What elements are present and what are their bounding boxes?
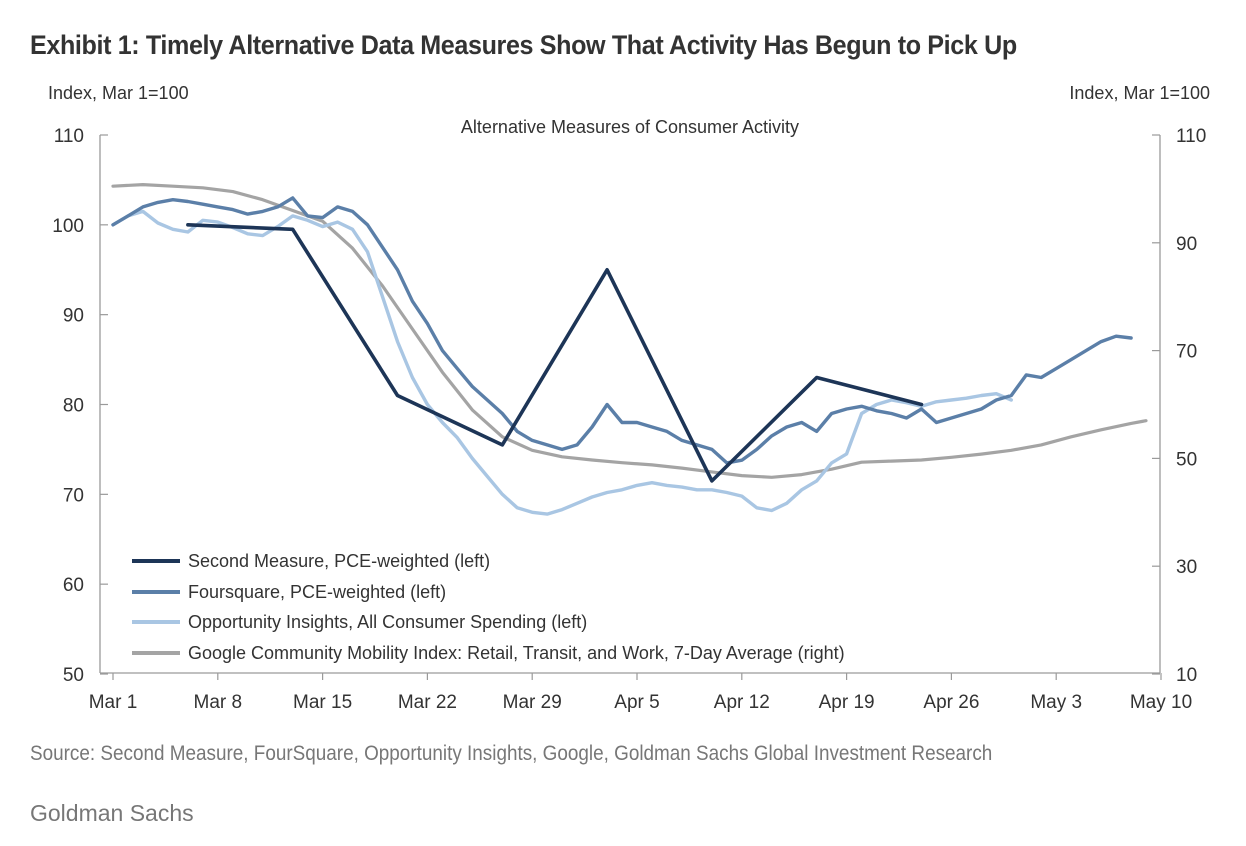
left-tick-label: 100 bbox=[52, 216, 84, 237]
right-tick-label: 110 bbox=[1176, 126, 1206, 147]
series-line-second_measure bbox=[186, 223, 924, 483]
chart-subtitle: Alternative Measures of Consumer Activit… bbox=[461, 117, 799, 137]
legend-label: Google Community Mobility Index: Retail,… bbox=[188, 643, 845, 663]
right-tick-label: 50 bbox=[1176, 449, 1197, 470]
x-tick-label: Mar 22 bbox=[398, 692, 457, 713]
chart-legend: Second Measure, PCE-weighted (left) Fours… bbox=[132, 551, 845, 663]
x-tick-label: Apr 26 bbox=[923, 692, 979, 713]
x-tick-label: Mar 15 bbox=[293, 692, 352, 713]
x-tick-label: Mar 1 bbox=[89, 692, 138, 713]
series-line-foursquare bbox=[111, 196, 1133, 465]
legend-label: Second Measure, PCE-weighted (left) bbox=[188, 551, 490, 571]
right-tick-label: 10 bbox=[1176, 665, 1197, 686]
left-tick-label: 60 bbox=[63, 575, 84, 596]
series-line-google bbox=[111, 183, 1148, 479]
right-tick-label: 30 bbox=[1176, 557, 1197, 578]
right-tick-label: 90 bbox=[1176, 234, 1197, 255]
x-tick-label: Mar 8 bbox=[194, 692, 243, 713]
source-note: Source: Second Measure, FourSquare, Oppo… bbox=[30, 742, 993, 765]
right-axis-label: Index, Mar 1=100 bbox=[1069, 83, 1210, 103]
x-tick-label: Mar 29 bbox=[503, 692, 562, 713]
left-tick-label: 50 bbox=[63, 665, 84, 686]
chart-axes: 50 60 70 80 90 100 110 10 30 50 70 90 110 Mar 1 Mar 8 M… bbox=[52, 126, 1206, 713]
series-layer bbox=[111, 183, 1148, 516]
legend-label: Foursquare, PCE-weighted (left) bbox=[188, 582, 446, 602]
left-axis-label: Index, Mar 1=100 bbox=[48, 83, 189, 103]
x-tick-label: Apr 12 bbox=[714, 692, 770, 713]
series-line-opportunity bbox=[111, 209, 1013, 516]
x-tick-label: May 3 bbox=[1030, 692, 1082, 713]
x-tick-label: Apr 5 bbox=[614, 692, 659, 713]
left-tick-label: 110 bbox=[54, 126, 84, 147]
left-tick-label: 70 bbox=[63, 485, 84, 506]
left-tick-label: 90 bbox=[63, 306, 84, 327]
legend-label: Opportunity Insights, All Consumer Spend… bbox=[188, 612, 587, 632]
brand-label: Goldman Sachs bbox=[30, 800, 194, 826]
exhibit-title: Exhibit 1: Timely Alternative Data Measu… bbox=[30, 30, 1017, 60]
right-tick-label: 70 bbox=[1176, 342, 1197, 363]
left-tick-label: 80 bbox=[63, 396, 84, 417]
x-tick-label: May 10 bbox=[1130, 692, 1192, 713]
x-tick-label: Apr 19 bbox=[819, 692, 875, 713]
